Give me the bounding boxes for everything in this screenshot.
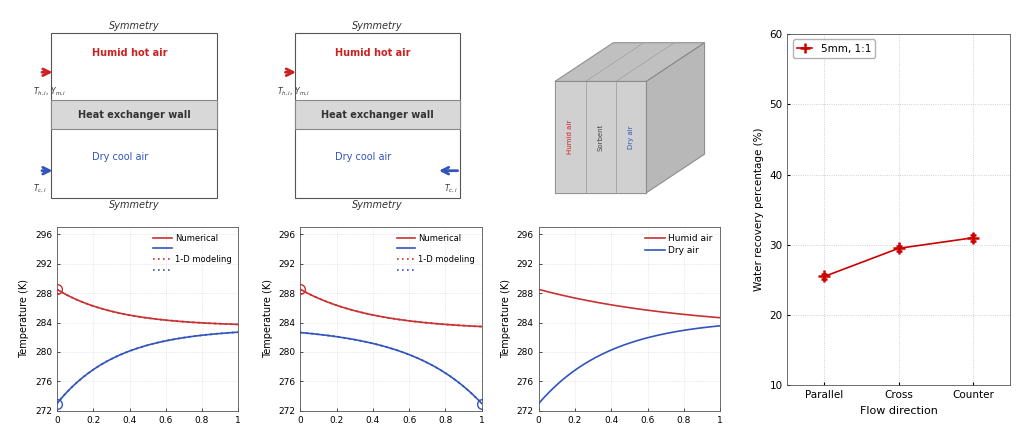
- Polygon shape: [555, 43, 704, 81]
- Legend: Numerical, , 1-D modeling, : Numerical, , 1-D modeling,: [150, 231, 234, 277]
- Y-axis label: Temperature (K): Temperature (K): [20, 279, 29, 358]
- Text: Symmetry: Symmetry: [109, 21, 160, 31]
- Text: Heat exchanger wall: Heat exchanger wall: [321, 110, 434, 119]
- Text: Humid air: Humid air: [568, 120, 574, 154]
- Text: $T_{c,i}$: $T_{c,i}$: [444, 182, 458, 195]
- Legend: Numerical, , 1-D modeling, : Numerical, , 1-D modeling,: [394, 231, 478, 277]
- Text: $T_{h,i}$, $Y_{m,i}$: $T_{h,i}$, $Y_{m,i}$: [277, 86, 310, 98]
- Text: Symmetry: Symmetry: [352, 21, 403, 31]
- Text: $T_{h,i}$, $Y_{m,i}$: $T_{h,i}$, $Y_{m,i}$: [33, 86, 66, 98]
- Y-axis label: Temperature (K): Temperature (K): [263, 279, 272, 358]
- Text: Humid hot air: Humid hot air: [91, 48, 167, 57]
- Bar: [295, 33, 460, 198]
- Legend: 5mm, 1:1: 5mm, 1:1: [793, 39, 875, 58]
- Text: Dry air: Dry air: [628, 125, 634, 149]
- Text: Symmetry: Symmetry: [109, 200, 160, 210]
- Text: Humid hot air: Humid hot air: [336, 48, 410, 57]
- Y-axis label: Temperature (K): Temperature (K): [501, 279, 511, 358]
- Text: Heat exchanger wall: Heat exchanger wall: [78, 110, 191, 119]
- Bar: [295, 100, 460, 129]
- Legend: Humid air, Dry air: Humid air, Dry air: [642, 232, 716, 258]
- Polygon shape: [646, 43, 704, 193]
- Bar: [51, 100, 217, 129]
- Y-axis label: Water recovery percentage (%): Water recovery percentage (%): [754, 128, 764, 291]
- X-axis label: Flow direction: Flow direction: [860, 406, 938, 416]
- Text: $T_{c,i}$: $T_{c,i}$: [33, 182, 47, 195]
- Bar: [51, 33, 217, 198]
- Polygon shape: [555, 81, 646, 193]
- Text: Dry cool air: Dry cool air: [336, 152, 392, 162]
- Text: Symmetry: Symmetry: [352, 200, 403, 210]
- Text: Dry cool air: Dry cool air: [91, 152, 148, 162]
- Text: Sorbent: Sorbent: [598, 123, 604, 151]
